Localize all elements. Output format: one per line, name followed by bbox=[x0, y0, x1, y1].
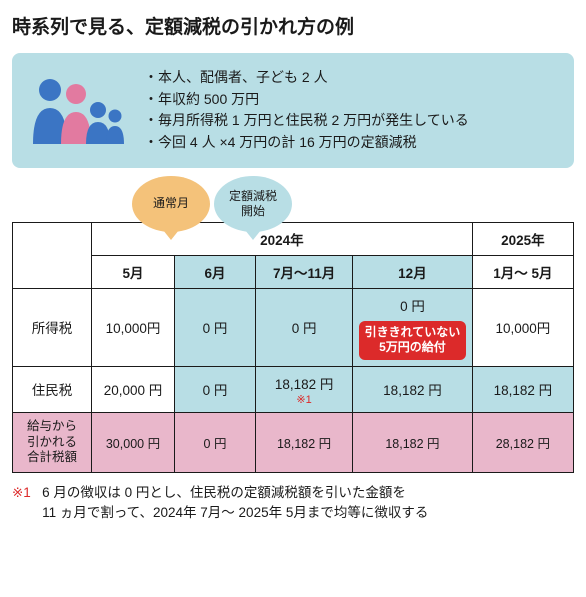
cell: 20,000 円 bbox=[91, 366, 174, 412]
payout-badge: 引ききれていない 5万円の給付 bbox=[359, 321, 467, 360]
cell: 28,182 円 bbox=[472, 412, 573, 472]
cell: 18,182 円 bbox=[353, 366, 473, 412]
tag-label-line: 定額減税 bbox=[229, 189, 277, 203]
row-label-resident: 住民税 bbox=[13, 366, 92, 412]
page-title: 時系列で見る、定額減税の引かれ方の例 bbox=[12, 12, 574, 39]
info-bullet: 本人、配偶者、子ども 2 人 bbox=[144, 67, 469, 89]
timeline-table: 2024年 2025年 5月 6月 7月～11月 12月 1月～ 5月 所得税 … bbox=[12, 222, 574, 473]
footnote-ref: ※1 bbox=[260, 393, 348, 406]
cell-value: 0 円 bbox=[400, 295, 425, 315]
cell: 10,000円 bbox=[91, 288, 174, 366]
table-row-months: 5月 6月 7月～11月 12月 1月～ 5月 bbox=[13, 255, 574, 288]
info-bullet: 年収約 500 万円 bbox=[144, 89, 469, 111]
info-box: 本人、配偶者、子ども 2 人 年収約 500 万円 毎月所得税 1 万円と住民税… bbox=[12, 53, 574, 168]
month-header: 12月 bbox=[353, 255, 473, 288]
row-label-total: 給与から 引かれる 合計税額 bbox=[13, 412, 92, 472]
footnote-line: 11 ヵ月で割って、2024年 7月～ 2025年 5月まで均等に徴収する bbox=[42, 505, 428, 520]
cell: 0 円 bbox=[174, 366, 255, 412]
cell: 0 円 bbox=[255, 288, 352, 366]
tag-teigaku-start: 定額減税 開始 bbox=[214, 176, 292, 232]
month-header: 6月 bbox=[174, 255, 255, 288]
info-bullet: 今回 4 人 ×4 万円の計 16 万円の定額減税 bbox=[144, 132, 469, 154]
info-bullets: 本人、配偶者、子ども 2 人 年収約 500 万円 毎月所得税 1 万円と住民税… bbox=[144, 67, 469, 154]
tag-row: 通常月 定額減税 開始 bbox=[132, 176, 574, 232]
badge-line: 引ききれていない bbox=[365, 325, 461, 339]
month-header: 1月～ 5月 bbox=[472, 255, 573, 288]
cell: 30,000 円 bbox=[91, 412, 174, 472]
badge-line: 5万円の給付 bbox=[379, 340, 446, 354]
info-bullet: 毎月所得税 1 万円と住民税 2 万円が発生している bbox=[144, 110, 469, 132]
cell: 18,182 円 bbox=[255, 412, 352, 472]
tag-label-line: 開始 bbox=[241, 204, 265, 218]
footnote-text: 6 月の徴収は 0 円とし、住民税の定額減税額を引いた金額を 11 ヵ月で割って… bbox=[42, 483, 428, 524]
tag-normal-month: 通常月 bbox=[132, 176, 210, 232]
table-row-income-tax: 所得税 10,000円 0 円 0 円 0 円 引ききれていない 5万円の給付 … bbox=[13, 288, 574, 366]
label-line: 引かれる bbox=[27, 435, 77, 449]
cell: 18,182 円 ※1 bbox=[255, 366, 352, 412]
tag-label: 定額減税 開始 bbox=[229, 189, 277, 219]
table-corner bbox=[13, 222, 92, 288]
footnote-mark: ※1 bbox=[12, 485, 31, 500]
month-header: 5月 bbox=[91, 255, 174, 288]
cell: 0 円 bbox=[174, 412, 255, 472]
table-row-resident-tax: 住民税 20,000 円 0 円 18,182 円 ※1 18,182 円 18… bbox=[13, 366, 574, 412]
label-line: 給与から bbox=[27, 419, 77, 433]
cell-value: 18,182 円 bbox=[275, 377, 334, 392]
cell-income-dec: 0 円 引ききれていない 5万円の給付 bbox=[353, 288, 473, 366]
row-label-income: 所得税 bbox=[13, 288, 92, 366]
month-header: 7月～11月 bbox=[255, 255, 352, 288]
footnote: ※1 6 月の徴収は 0 円とし、住民税の定額減税額を引いた金額を 11 ヵ月で… bbox=[12, 483, 574, 524]
family-icon bbox=[28, 74, 124, 147]
footnote-line: 6 月の徴収は 0 円とし、住民税の定額減税額を引いた金額を bbox=[42, 485, 406, 500]
cell: 18,182 円 bbox=[353, 412, 473, 472]
table-row-total: 給与から 引かれる 合計税額 30,000 円 0 円 18,182 円 18,… bbox=[13, 412, 574, 472]
cell: 18,182 円 bbox=[472, 366, 573, 412]
cell: 10,000円 bbox=[472, 288, 573, 366]
tag-label: 通常月 bbox=[153, 196, 189, 211]
label-line: 合計税額 bbox=[27, 450, 77, 464]
cell: 0 円 bbox=[174, 288, 255, 366]
